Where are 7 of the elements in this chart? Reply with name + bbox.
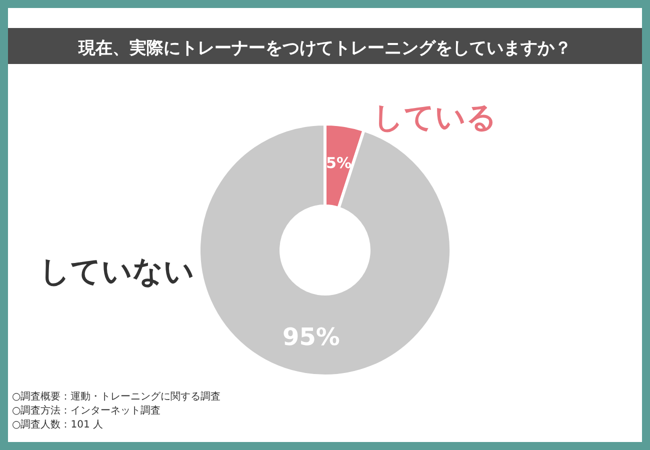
- text: ○調査概要：運動・トレーニングに関する調査: [12, 390, 221, 402]
- slice-label: していない: [40, 254, 194, 290]
- chart-title: 現在、実際にトレーナーをつけてトレーニングをしていますか？: [78, 38, 572, 58]
- text: ○調査人数：101 人: [12, 418, 103, 430]
- slice-label: している: [373, 100, 497, 136]
- data-label: 5%: [326, 154, 352, 172]
- text: ○調査方法：インターネット調査: [12, 404, 161, 416]
